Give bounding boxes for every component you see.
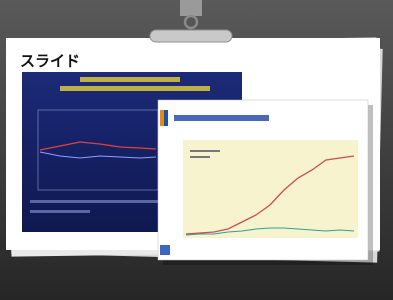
slide-title: スライド [20,52,80,70]
screen: スライド [0,0,393,300]
white-slide [158,100,373,265]
